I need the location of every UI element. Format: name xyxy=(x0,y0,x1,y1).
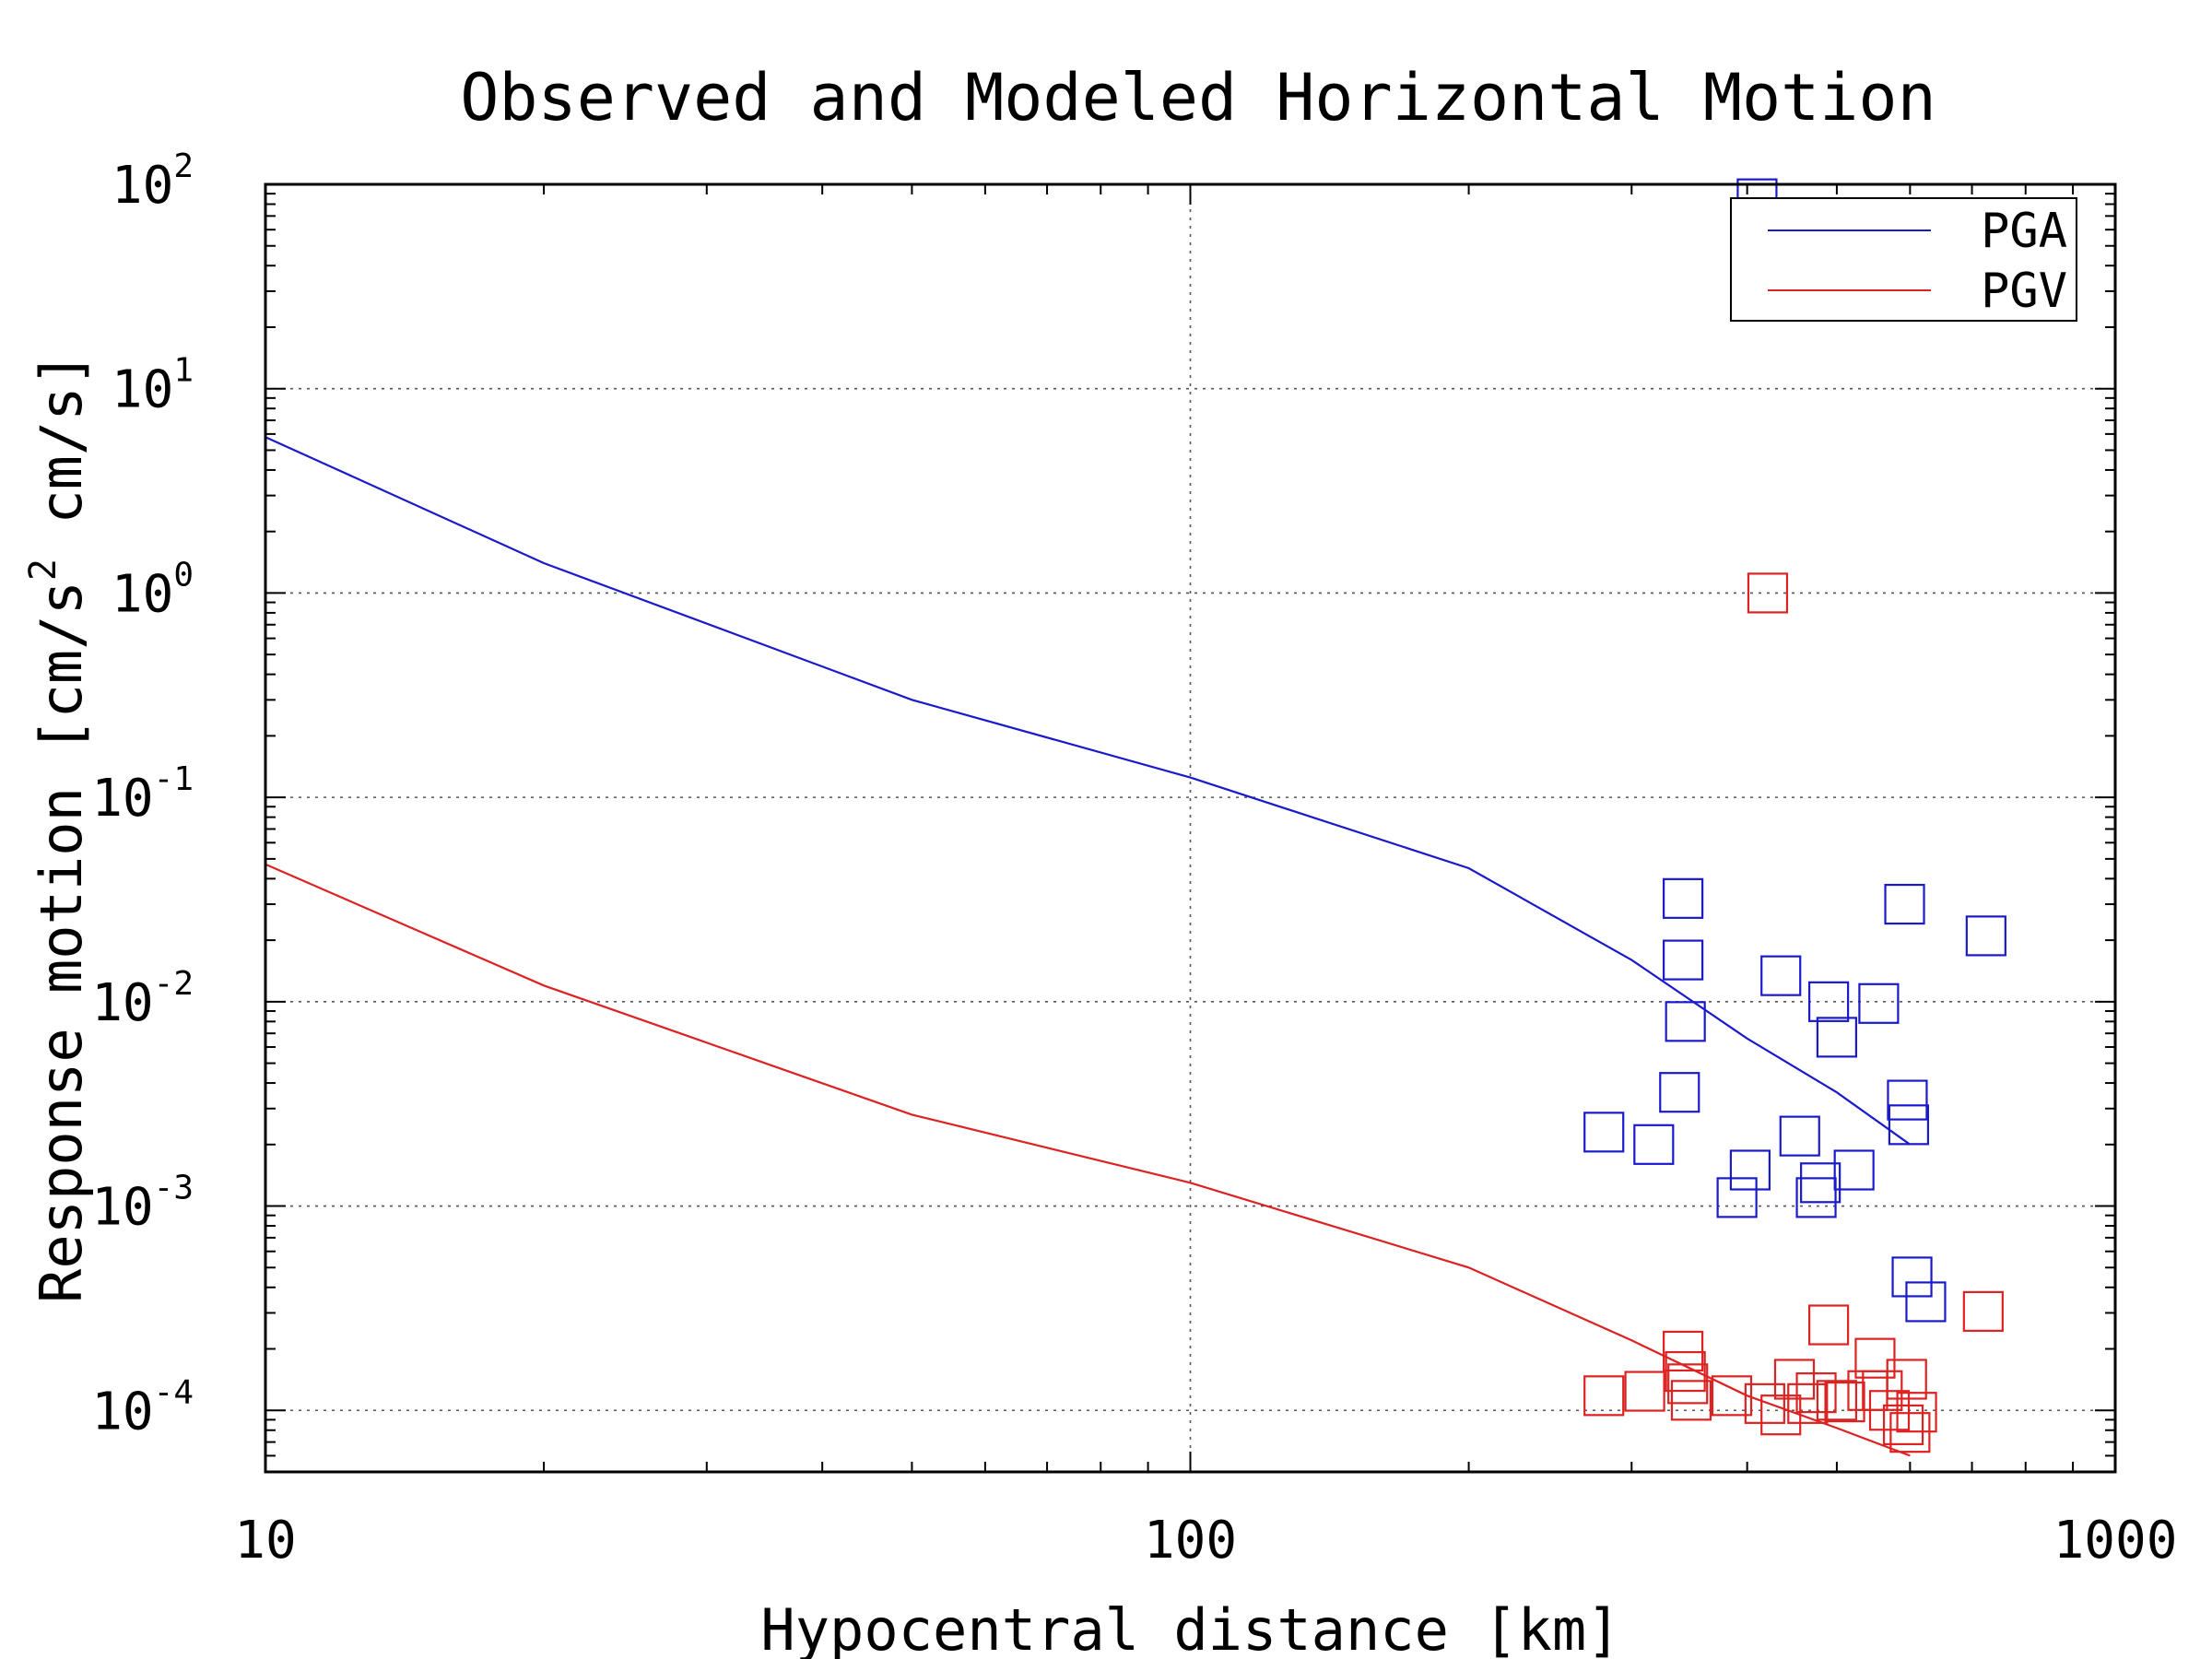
y-tick-label-base: 10 xyxy=(112,156,173,216)
y-axis-label-superscript: 2 xyxy=(22,559,65,581)
data-point xyxy=(1624,1371,1665,1412)
data-point xyxy=(1729,1149,1771,1191)
y-tick-label-exponent: -2 xyxy=(154,965,194,1003)
y-tick-label: 10-3 xyxy=(91,1170,194,1238)
grid-lines xyxy=(265,184,2115,1472)
data-point xyxy=(1667,1363,1709,1405)
data-point xyxy=(1795,1372,1837,1414)
data-point xyxy=(1896,1392,1937,1433)
data-point xyxy=(1833,1149,1875,1191)
data-point xyxy=(1663,877,1704,919)
legend: PGA PGV xyxy=(1730,197,2077,322)
data-point xyxy=(1816,1017,1858,1058)
y-tick-label-exponent: -3 xyxy=(154,1170,194,1207)
y-tick-label-exponent: 2 xyxy=(173,147,194,185)
legend-label-pgv: PGV xyxy=(1981,264,2067,319)
series-line-pgv xyxy=(265,863,1911,1457)
data-point xyxy=(1583,1112,1625,1153)
y-tick-label-exponent: -1 xyxy=(154,760,194,798)
y-axis-label-tail: cm/s] xyxy=(28,352,95,559)
data-point xyxy=(1744,1382,1785,1424)
data-point xyxy=(1808,981,1850,1022)
plot-series xyxy=(265,178,2006,1457)
y-tick-label-base: 10 xyxy=(112,564,173,624)
data-point xyxy=(1583,1375,1625,1417)
data-point xyxy=(1716,1177,1758,1218)
data-point xyxy=(1858,982,1900,1024)
y-tick-label-exponent: 1 xyxy=(173,352,194,390)
y-tick-label-exponent: 0 xyxy=(173,556,194,594)
data-point xyxy=(1965,915,2006,957)
y-tick-label: 10-4 xyxy=(91,1373,194,1441)
chart-title: Observed and Modeled Horizontal Motion xyxy=(460,60,1936,135)
data-point xyxy=(1882,1404,1924,1446)
data-point xyxy=(1884,883,1925,925)
data-point xyxy=(1962,1290,2004,1332)
data-point xyxy=(1887,1079,1928,1121)
data-point xyxy=(1659,1072,1700,1113)
y-tick-label-base: 10 xyxy=(112,360,173,420)
data-point xyxy=(1663,939,1704,981)
y-tick-label-base: 10 xyxy=(91,973,153,1033)
y-tick-label: 10-1 xyxy=(91,760,194,829)
data-point xyxy=(1800,1162,1841,1204)
data-point xyxy=(1808,1304,1850,1346)
x-tick-label: 100 xyxy=(1144,1511,1237,1571)
y-tick-label-base: 10 xyxy=(91,1178,153,1238)
y-tick-label: 102 xyxy=(112,147,194,216)
data-point xyxy=(1747,572,1789,614)
axis-ticks xyxy=(265,183,2116,1473)
data-point xyxy=(1787,1382,1829,1424)
y-tick-label-base: 10 xyxy=(91,1382,153,1441)
legend-label-pga: PGA xyxy=(1981,204,2067,259)
data-point xyxy=(1633,1124,1675,1165)
y-tick-label: 10-2 xyxy=(91,965,194,1033)
data-point xyxy=(1779,1115,1820,1157)
data-point xyxy=(1824,1381,1865,1423)
series-line-pga xyxy=(265,436,1912,1146)
data-point xyxy=(1888,1104,1930,1146)
y-tick-label-exponent: -4 xyxy=(154,1373,194,1411)
data-point xyxy=(1891,1256,1933,1298)
data-point xyxy=(1670,1380,1712,1421)
y-tick-label-base: 10 xyxy=(91,769,153,829)
data-point xyxy=(1905,1281,1947,1323)
data-point xyxy=(1868,1390,1911,1431)
y-tick-label: 101 xyxy=(112,352,194,420)
data-point xyxy=(1665,1001,1706,1042)
data-point xyxy=(1886,1359,1927,1400)
y-axis-label: Response motion [cm/s2 cm/s] xyxy=(22,352,95,1303)
data-point xyxy=(1711,1375,1753,1417)
data-point xyxy=(1760,1394,1802,1436)
data-point xyxy=(1773,1359,1816,1400)
data-point xyxy=(1665,1350,1706,1393)
x-tick-label: 1000 xyxy=(2053,1511,2178,1571)
x-axis-label: Hypocentral distance [km] xyxy=(760,1596,1620,1659)
y-axis-label-main: Response motion [cm/s xyxy=(28,581,95,1303)
legend-box xyxy=(1730,197,2077,322)
data-point xyxy=(1795,1177,1837,1218)
data-point xyxy=(1816,1380,1858,1421)
data-point xyxy=(1854,1337,1896,1379)
x-tick-label: 10 xyxy=(234,1511,296,1571)
data-point xyxy=(1663,1330,1704,1372)
y-tick-label: 100 xyxy=(112,556,194,624)
data-point xyxy=(1760,955,1802,996)
